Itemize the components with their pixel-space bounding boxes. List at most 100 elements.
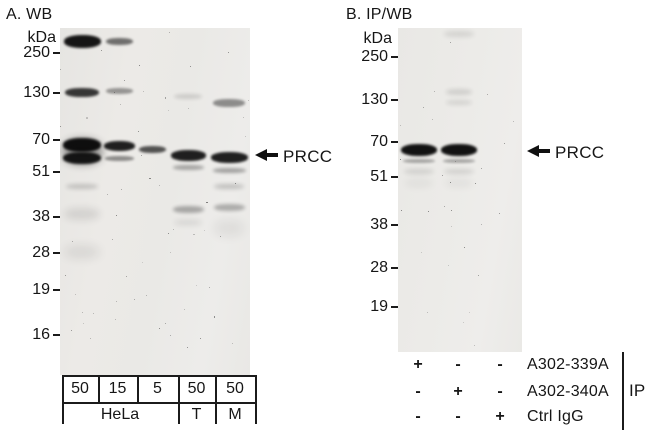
noise-dot (187, 107, 189, 109)
wb-band (444, 31, 474, 37)
noise-dot (461, 153, 463, 155)
noise-dot (164, 323, 166, 325)
noise-dot (119, 104, 121, 106)
noise-dot (169, 334, 171, 336)
lane-amount-cell: 50 (226, 380, 244, 397)
noise-dot (469, 312, 471, 314)
noise-dot (168, 32, 170, 34)
noise-dot (401, 209, 403, 211)
noise-dot (138, 130, 140, 132)
noise-dot (120, 189, 122, 191)
table-line (98, 375, 100, 402)
mw-marker-tick (391, 56, 398, 58)
lane-amount-cell: 15 (108, 380, 127, 397)
wb-band (213, 99, 245, 107)
mw-marker-tick (391, 141, 398, 143)
panel-a-kda-label: kDa (27, 29, 56, 46)
noise-dot (71, 241, 73, 243)
noise-dot (83, 322, 85, 324)
mw-marker: 130 (0, 84, 60, 102)
prcc-label-b: PRCC (555, 143, 605, 162)
panel-a-title: A. WB (6, 6, 53, 23)
lane-amount-cell: 5 (153, 380, 162, 397)
mw-marker-label: 51 (370, 168, 388, 185)
wb-band (214, 183, 244, 189)
mw-marker-tick (53, 334, 60, 336)
ip-bracket-label: IP (629, 381, 646, 400)
noise-dot (169, 252, 171, 254)
panel-b-title: B. IP/WB (346, 6, 413, 23)
noise-dot (499, 212, 501, 214)
mw-marker-tick (53, 289, 60, 291)
mw-marker-tick (391, 99, 398, 101)
noise-dot (126, 275, 128, 277)
wb-band (172, 205, 204, 213)
wb-band (103, 141, 135, 151)
noise-dot (480, 224, 482, 226)
mw-marker-tick (53, 92, 60, 94)
mw-marker-label: 38 (32, 208, 50, 225)
noise-dot (487, 93, 489, 95)
mw-marker-label: 38 (370, 216, 388, 233)
arrow-tail (267, 153, 278, 157)
wb-band (174, 219, 202, 225)
lane-group-cell: M (228, 406, 242, 423)
wb-band (214, 219, 244, 237)
ip-antibody-label: Ctrl IgG (527, 408, 584, 425)
noise-dot (86, 117, 88, 119)
noise-dot (421, 252, 423, 254)
noise-dot (449, 41, 451, 43)
mw-marker: 38 (0, 208, 60, 226)
ip-sign: + (495, 408, 505, 425)
noise-dot (512, 121, 514, 123)
noise-dot (206, 201, 208, 204)
arrow-tail (539, 149, 550, 153)
wb-band (445, 179, 473, 187)
mw-marker-tick (53, 216, 60, 218)
noise-dot (106, 145, 108, 147)
wb-band (65, 87, 99, 97)
wb-band (212, 167, 246, 173)
mw-marker-label: 250 (361, 48, 388, 65)
wb-band (105, 37, 133, 45)
mw-marker-label: 16 (32, 326, 50, 343)
noise-dot (92, 313, 94, 315)
mw-marker-label: 19 (370, 298, 388, 315)
lane-group-cell: T (191, 406, 202, 423)
mw-marker: 250 (0, 44, 60, 62)
mw-marker: 19 (0, 281, 60, 299)
prcc-label-a: PRCC (283, 147, 333, 166)
ip-sign: - (455, 408, 461, 425)
wb-band (174, 93, 202, 99)
noise-dot (167, 109, 169, 111)
noise-dot (503, 143, 505, 145)
mw-marker-label: 130 (23, 84, 50, 101)
noise-dot (164, 97, 167, 99)
ip-antibody-label: A302-340A (527, 383, 609, 400)
noise-dot (193, 233, 195, 236)
ip-sign: - (497, 383, 503, 400)
wb-band (446, 89, 472, 95)
noise-dot (101, 50, 103, 52)
noise-dot (106, 193, 109, 196)
noise-dot (71, 330, 73, 332)
mw-marker-label: 28 (370, 259, 388, 276)
mw-marker-label: 70 (370, 133, 388, 150)
noise-dot (455, 160, 457, 162)
ip-bracket-line (622, 352, 624, 430)
ip-sign: - (497, 356, 503, 373)
noise-dot (149, 177, 151, 180)
table-line (178, 375, 180, 424)
noise-dot (427, 311, 429, 313)
noise-dot (232, 342, 234, 344)
noise-dot (116, 300, 118, 302)
table-line (215, 375, 217, 424)
noise-dot (89, 338, 91, 340)
noise-dot (199, 338, 201, 340)
noise-dot (219, 236, 221, 238)
wb-band (446, 99, 472, 105)
noise-dot (447, 265, 449, 267)
noise-dot (123, 79, 125, 81)
wb-band (444, 168, 474, 174)
